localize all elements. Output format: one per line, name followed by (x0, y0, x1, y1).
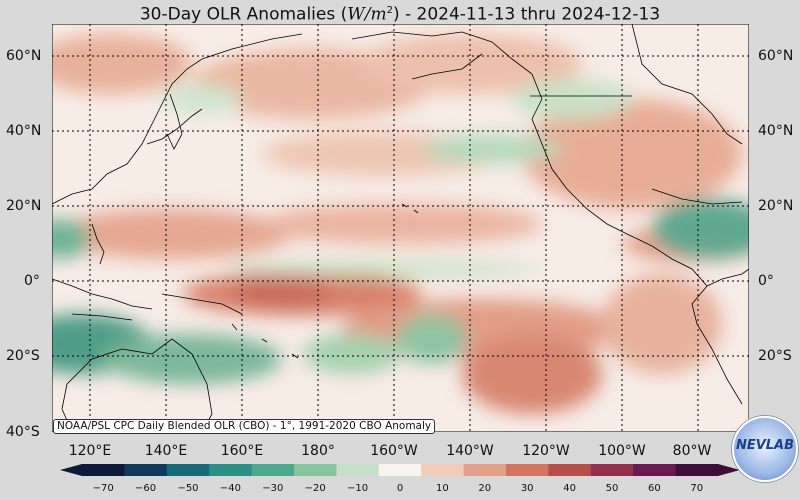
colorbar-tick-label: −40 (219, 483, 241, 494)
graticule (52, 24, 749, 432)
lon-label-180: 180° (301, 443, 335, 459)
colorbar-segment (548, 464, 592, 476)
colorbar-segment (590, 464, 634, 476)
colorbar-tick-label: −70 (92, 483, 114, 494)
colorbar-tick-label: −20 (304, 483, 326, 494)
colorbar-segment (251, 464, 295, 476)
colorbar-tick-label: 50 (605, 483, 619, 494)
colorbar-tick-label: −30 (262, 483, 284, 494)
lat-label-40s: 40°S (6, 424, 40, 440)
lat-label-20s: 20°S (6, 348, 40, 364)
colorbar-segment (294, 464, 337, 476)
lon-label-120w: 120°W (522, 443, 570, 459)
colorbar-tick-label: 70 (690, 483, 704, 494)
colorbar-tick-label: 60 (648, 483, 661, 494)
lat-label-60n-right: 60°N (758, 48, 794, 64)
colorbar-segment (633, 464, 677, 476)
colorbar-max-extend (718, 464, 740, 476)
lat-label-eq-right: 0° (758, 273, 774, 289)
colorbar-tick-label: 40 (563, 483, 576, 494)
nevlab-logo: NEVLAB (732, 416, 798, 482)
colorbar-segment (166, 464, 210, 476)
colorbar-segment (506, 464, 549, 476)
lat-label-60n: 60°N (6, 48, 42, 64)
lat-label-40n-right: 40°N (758, 123, 794, 139)
colorbar-segment (378, 464, 422, 476)
map-title: 30-Day OLR Anomalies (W/m2) - 2024-11-13… (139, 4, 661, 25)
colorbar-segment (463, 464, 507, 476)
lon-label-80w: 80°W (672, 443, 712, 459)
colorbar-segment (421, 464, 465, 476)
colorbar-segment (675, 464, 719, 476)
colorbar-tick-label: 20 (478, 483, 492, 494)
logo-text: NEVLAB (735, 438, 795, 453)
colorbar-tick-label: 10 (436, 483, 449, 494)
colorbar-segment (82, 464, 125, 476)
olr-anomaly-map (52, 24, 749, 432)
lon-label-140e: 140°E (144, 443, 188, 459)
coastlines-drawn (52, 24, 749, 432)
lat-label-eq: 0° (24, 273, 40, 289)
colorbar-segment (124, 464, 168, 476)
colorbar-segment (209, 464, 253, 476)
lat-label-20s-right: 20°S (758, 348, 792, 364)
colorbar-tick-label: −10 (347, 483, 369, 494)
lon-label-120e: 120°E (68, 443, 112, 459)
lat-label-20n-right: 20°N (758, 198, 794, 214)
colorbar-min-extend (60, 464, 82, 476)
lat-label-40n: 40°N (6, 123, 42, 139)
source-note: NOAA/PSL CPC Daily Blended OLR (CBO) - 1… (53, 419, 436, 434)
colorbar-tick-label: 0 (396, 483, 404, 494)
lon-label-100w: 100°W (598, 443, 646, 459)
colorbar-tick-label: −50 (177, 483, 199, 494)
colorbar-tick-label: 30 (520, 483, 534, 494)
lon-label-160w: 160°W (370, 443, 418, 459)
lat-label-20n: 20°N (6, 198, 42, 214)
colorbar-tick-label: −60 (135, 483, 157, 494)
lon-label-140w: 140°W (446, 443, 494, 459)
colorbar (60, 464, 740, 476)
colorbar-segment (336, 464, 380, 476)
lon-label-160e: 160°E (220, 443, 264, 459)
anomaly-field (52, 34, 749, 414)
